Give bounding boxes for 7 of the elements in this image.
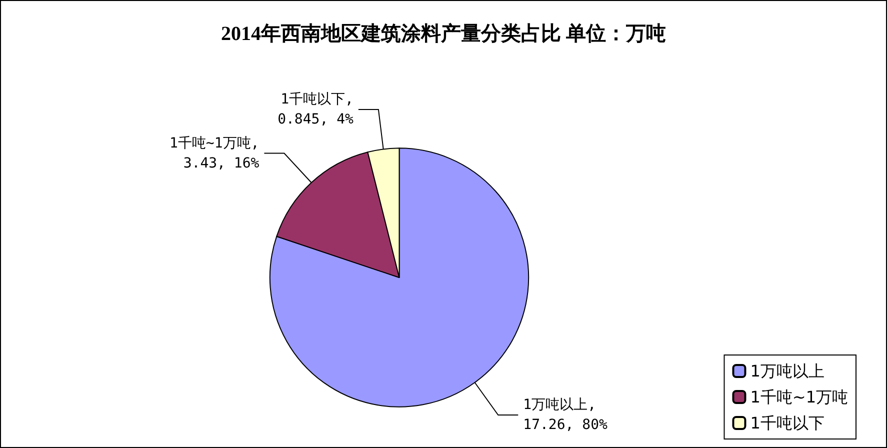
data-label: 1千吨~1万吨, 3.43, 16% (169, 135, 260, 172)
chart-title: 2014年西南地区建筑涂料产量分类占比 单位：万吨 (221, 22, 666, 45)
data-label: 1万吨以上, 17.26, 80% (523, 396, 608, 433)
data-label: 1千吨以下, 0.845, 4% (278, 91, 354, 128)
legend-label: 1千吨以下 (750, 414, 824, 432)
legend-label: 1千吨~1万吨 (750, 388, 848, 406)
legend-label: 1万吨以上 (750, 362, 824, 380)
